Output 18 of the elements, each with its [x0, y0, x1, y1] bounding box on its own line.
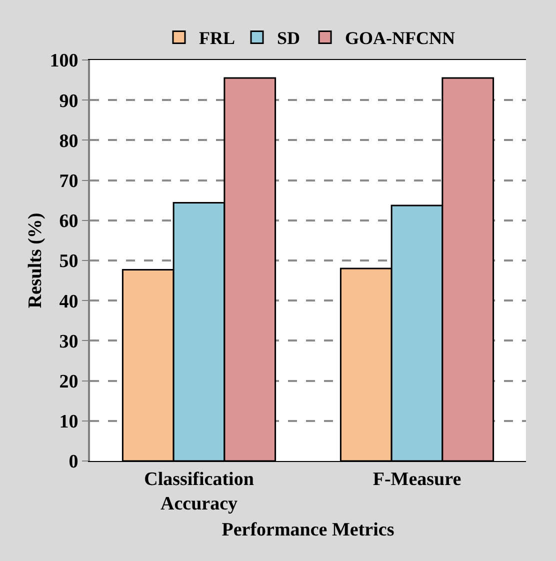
y-tick-label: 30: [59, 331, 78, 352]
legend-label: FRL: [199, 28, 235, 48]
x-tick-label: F-Measure: [372, 468, 462, 490]
y-tick-label: 70: [59, 170, 78, 192]
y-axis-title: Results (%): [25, 212, 46, 308]
y-tick-label: 40: [59, 291, 78, 312]
legend-label: SD: [277, 28, 300, 48]
y-tick-label: 100: [50, 50, 78, 72]
y-tick-label: 20: [59, 371, 78, 392]
legend-label: GOA-NFCNN: [345, 28, 456, 48]
y-tick-label: 0: [68, 452, 78, 473]
x-tick-label: Classification Accuracy: [144, 468, 254, 514]
y-tick-label: 50: [59, 251, 78, 272]
y-tick-label: 80: [59, 130, 78, 152]
y-tick-label: 90: [59, 90, 78, 112]
y-tick-label: 10: [59, 412, 78, 433]
y-tick-label: 60: [59, 211, 78, 232]
x-axis-title: Performance Metrics: [222, 519, 394, 540]
